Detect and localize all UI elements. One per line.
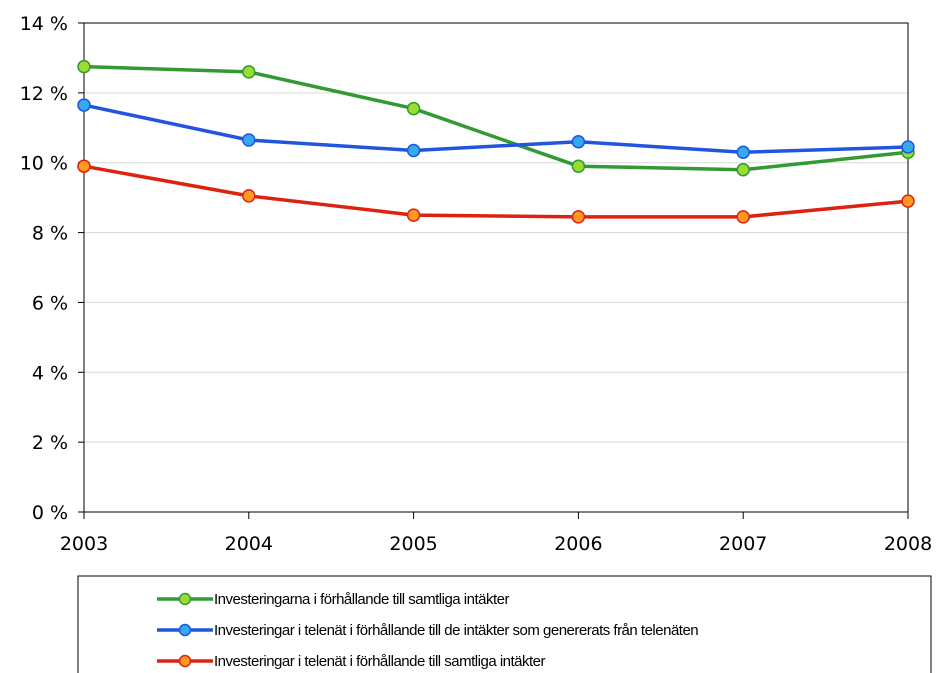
y-tick-label: 12 % — [20, 83, 68, 105]
data-point — [571, 159, 586, 173]
y-tick-label: 0 % — [32, 502, 68, 524]
series-line — [83, 164, 909, 219]
legend-swatch-marker — [178, 592, 192, 606]
x-axis-tick-labels: 2003 2004 2005 2006 2007 2008 — [60, 533, 932, 555]
data-point — [571, 210, 586, 224]
y-tick-label: 4 % — [32, 362, 68, 384]
data-point — [901, 140, 915, 154]
legend-item: Investeringar i telenät i förhållande ti… — [157, 653, 546, 670]
series-lines — [77, 59, 915, 224]
y-tick-label: 14 % — [20, 13, 68, 35]
y-tick-label: 2 % — [32, 432, 68, 454]
data-point — [77, 59, 91, 74]
data-point — [77, 159, 91, 173]
legend-label: Investeringarna i förhållande till samtl… — [214, 591, 510, 608]
data-point — [406, 208, 421, 222]
legend-label: Investeringar i telenät i förhållande ti… — [214, 622, 698, 639]
legend-item: Investeringar i telenät i förhållande ti… — [157, 622, 699, 639]
data-point — [736, 162, 750, 177]
legend-box — [77, 575, 932, 673]
series-2 — [77, 98, 915, 159]
data-point — [406, 101, 421, 116]
legend-swatch-marker — [178, 654, 192, 668]
data-point — [242, 133, 256, 147]
data-point — [571, 135, 586, 149]
y-tick-label: 8 % — [32, 223, 68, 245]
x-tick-label: 2005 — [389, 533, 437, 555]
series-line — [83, 64, 909, 172]
data-point — [901, 194, 915, 208]
y-axis-tick-labels: 0 % 2 % 4 % 6 % 8 % 10 % 12 % 14 % — [20, 13, 68, 524]
series-3 — [77, 159, 915, 224]
x-tick-label: 2006 — [554, 533, 602, 555]
axes — [78, 22, 909, 519]
legend-label: Investeringar i telenät i förhållande ti… — [214, 653, 546, 670]
y-tick-label: 10 % — [20, 153, 68, 175]
series-line — [83, 103, 909, 154]
data-point — [736, 145, 750, 159]
x-tick-label: 2008 — [884, 533, 932, 555]
data-point — [406, 143, 421, 158]
data-point — [77, 98, 91, 112]
series-1 — [77, 59, 915, 177]
x-tick-label: 2003 — [60, 533, 108, 555]
data-point — [736, 210, 750, 224]
legend-swatch-marker — [178, 623, 192, 637]
data-point — [242, 189, 256, 203]
x-tick-label: 2004 — [225, 533, 273, 555]
y-tick-label: 6 % — [32, 292, 68, 314]
legend-item: Investeringarna i förhållande till samtl… — [157, 591, 510, 608]
plot-border — [83, 22, 909, 513]
x-tick-label: 2007 — [719, 533, 767, 555]
gridlines — [84, 22, 908, 443]
data-point — [242, 65, 256, 79]
legend: Investeringarna i förhållande till samtl… — [77, 575, 932, 673]
